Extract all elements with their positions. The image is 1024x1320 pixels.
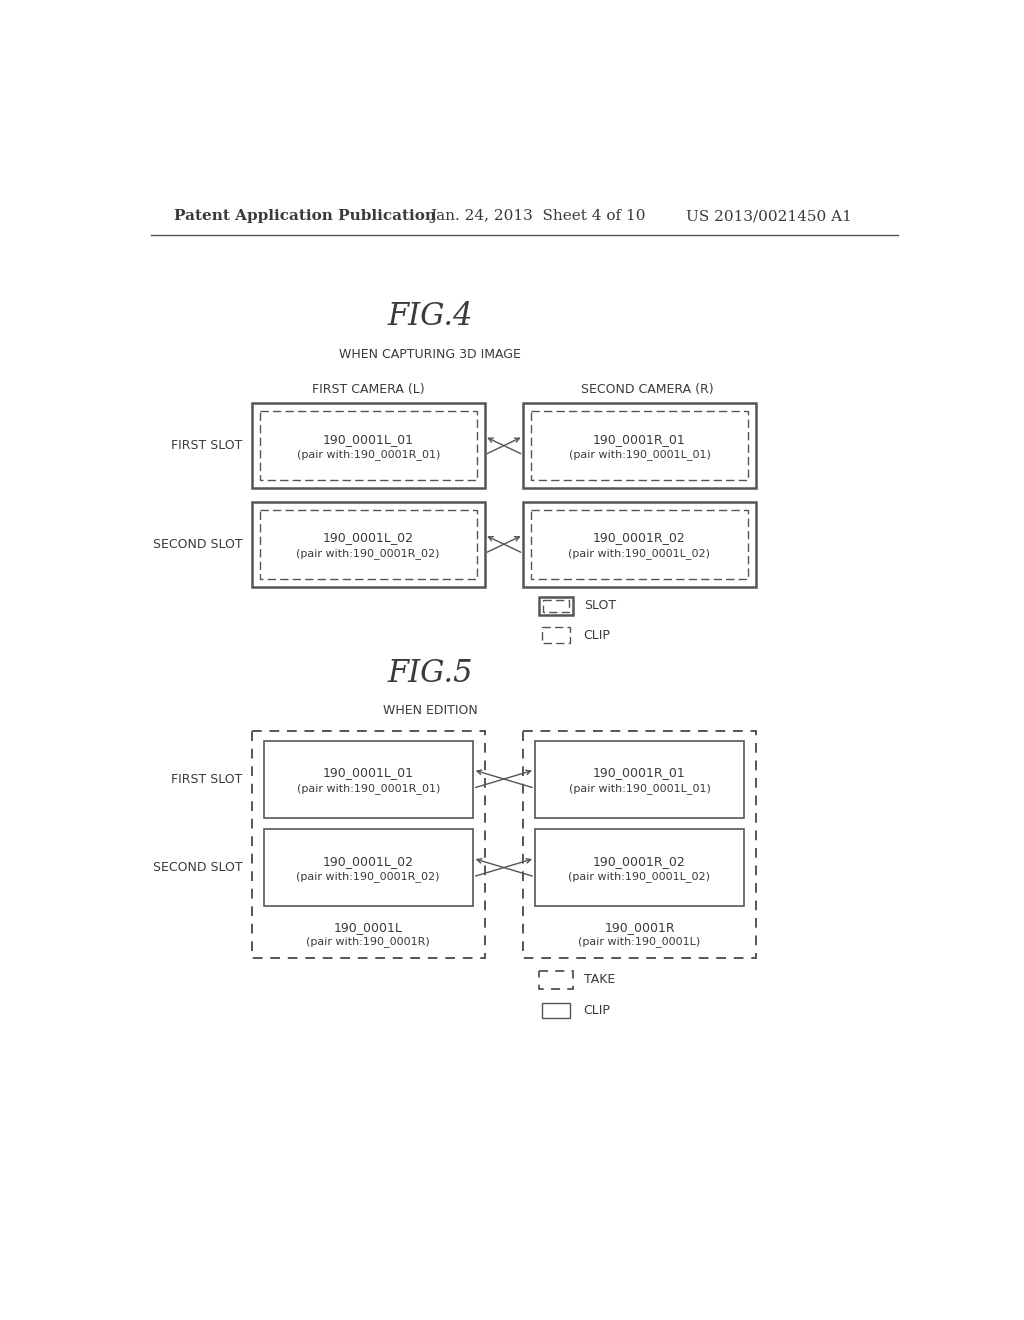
Bar: [523, 404, 756, 488]
Bar: [263, 829, 473, 906]
Text: US 2013/0021450 A1: US 2013/0021450 A1: [686, 209, 852, 223]
Bar: [539, 970, 572, 989]
Text: (pair with:190_0001R_01): (pair with:190_0001R_01): [297, 783, 440, 793]
Text: WHEN CAPTURING 3D IMAGE: WHEN CAPTURING 3D IMAGE: [339, 348, 521, 362]
Text: Jan. 24, 2013  Sheet 4 of 10: Jan. 24, 2013 Sheet 4 of 10: [430, 209, 646, 223]
Bar: [535, 741, 744, 817]
Text: SECOND SLOT: SECOND SLOT: [153, 861, 243, 874]
Bar: [523, 502, 756, 586]
Bar: [535, 829, 744, 906]
Text: FIRST CAMERA (L): FIRST CAMERA (L): [312, 383, 425, 396]
Text: 190_0001L_01: 190_0001L_01: [323, 767, 414, 779]
Text: FIRST SLOT: FIRST SLOT: [171, 772, 243, 785]
Text: SECOND CAMERA (R): SECOND CAMERA (R): [581, 383, 714, 396]
Bar: [531, 411, 748, 480]
Text: 190_0001L: 190_0001L: [334, 921, 402, 935]
Bar: [263, 741, 473, 817]
Text: CLIP: CLIP: [584, 628, 610, 642]
Text: (pair with:190_0001R_02): (pair with:190_0001R_02): [297, 871, 440, 882]
Text: SLOT: SLOT: [584, 599, 615, 612]
Text: 190_0001R_02: 190_0001R_02: [593, 855, 686, 869]
Text: (pair with:190_0001R_02): (pair with:190_0001R_02): [297, 548, 440, 558]
Text: FIRST SLOT: FIRST SLOT: [171, 440, 243, 453]
Bar: [252, 502, 484, 586]
Bar: [539, 597, 572, 615]
Text: 190_0001L_02: 190_0001L_02: [323, 855, 414, 869]
Text: (pair with:190_0001L): (pair with:190_0001L): [579, 936, 700, 946]
Text: CLIP: CLIP: [584, 1005, 610, 1018]
Text: FIG.4: FIG.4: [387, 301, 473, 331]
Bar: [542, 627, 569, 643]
Text: (pair with:190_0001L_01): (pair with:190_0001L_01): [568, 449, 711, 461]
Bar: [260, 411, 477, 480]
Text: 190_0001L_01: 190_0001L_01: [323, 433, 414, 446]
Text: (pair with:190_0001R_01): (pair with:190_0001R_01): [297, 449, 440, 461]
Text: 190_0001R_01: 190_0001R_01: [593, 433, 686, 446]
Text: SECOND SLOT: SECOND SLOT: [153, 537, 243, 550]
Bar: [252, 731, 484, 958]
Text: 190_0001R_01: 190_0001R_01: [593, 767, 686, 779]
Bar: [542, 1003, 569, 1019]
Text: (pair with:190_0001R): (pair with:190_0001R): [306, 936, 430, 946]
Text: 190_0001R: 190_0001R: [604, 921, 675, 935]
Text: (pair with:190_0001L_02): (pair with:190_0001L_02): [568, 871, 711, 882]
Bar: [543, 599, 569, 612]
Text: TAKE: TAKE: [584, 973, 615, 986]
Text: 190_0001R_02: 190_0001R_02: [593, 532, 686, 545]
Text: 190_0001L_02: 190_0001L_02: [323, 532, 414, 545]
Bar: [531, 510, 748, 578]
Bar: [260, 510, 477, 578]
Text: Patent Application Publication: Patent Application Publication: [174, 209, 436, 223]
Text: FIG.5: FIG.5: [387, 659, 473, 689]
Bar: [252, 404, 484, 488]
Text: (pair with:190_0001L_01): (pair with:190_0001L_01): [568, 783, 711, 793]
Bar: [523, 731, 756, 958]
Text: (pair with:190_0001L_02): (pair with:190_0001L_02): [568, 548, 711, 558]
Text: WHEN EDITION: WHEN EDITION: [383, 704, 477, 717]
